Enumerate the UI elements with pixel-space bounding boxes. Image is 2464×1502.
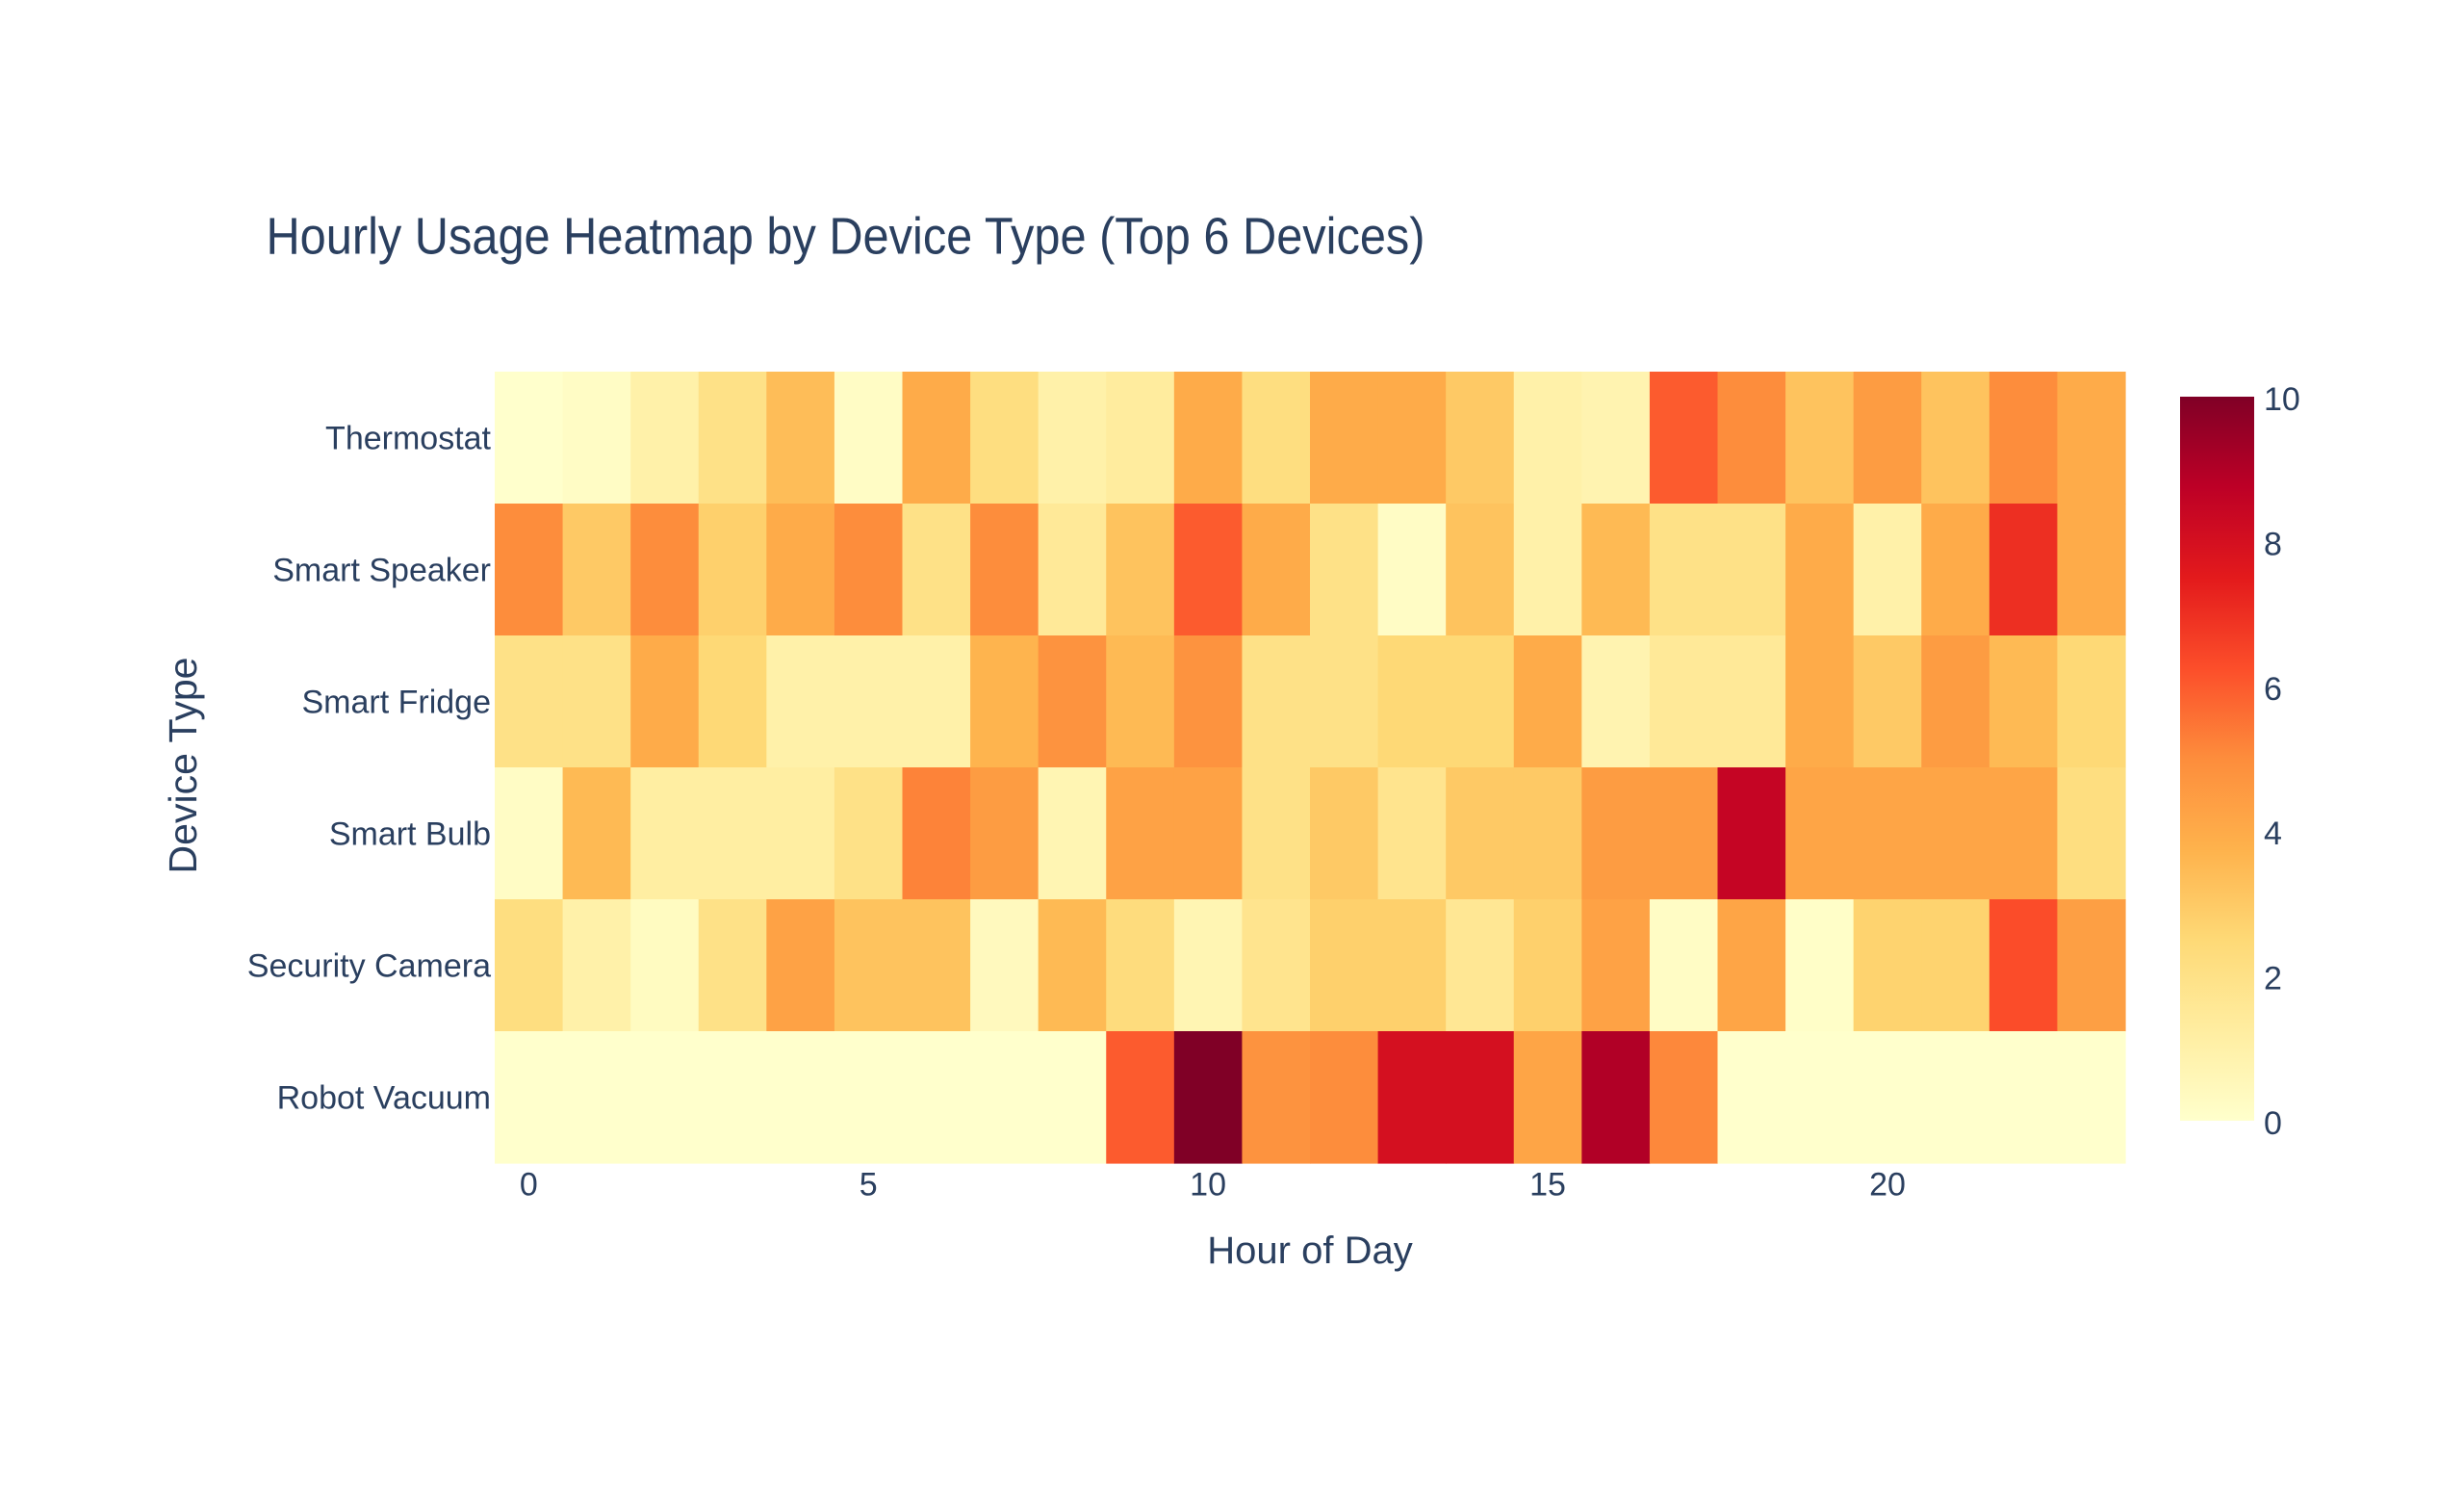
svg-text:Hourly Usage Heatmap by Device: Hourly Usage Heatmap by Device Type (Top… <box>267 208 1425 266</box>
svg-text:10: 10 <box>2264 381 2300 418</box>
svg-text:Smart Speaker: Smart Speaker <box>272 553 491 589</box>
svg-text:Hour of Day: Hour of Day <box>1207 1230 1412 1272</box>
svg-text:Smart Bulb: Smart Bulb <box>329 816 491 853</box>
svg-text:Security Camera: Security Camera <box>247 948 491 985</box>
svg-text:0: 0 <box>2264 1105 2282 1142</box>
svg-text:4: 4 <box>2264 816 2282 852</box>
svg-text:2: 2 <box>2264 961 2282 997</box>
svg-text:15: 15 <box>1529 1167 1566 1204</box>
svg-text:20: 20 <box>1869 1167 1906 1204</box>
svg-text:6: 6 <box>2264 671 2282 708</box>
svg-text:10: 10 <box>1190 1167 1226 1204</box>
svg-text:Smart Fridge: Smart Fridge <box>302 685 492 721</box>
svg-text:Thermostat: Thermostat <box>325 421 491 457</box>
svg-text:5: 5 <box>860 1167 878 1204</box>
svg-text:Device Type: Device Type <box>161 658 205 874</box>
svg-text:Robot Vacuum: Robot Vacuum <box>277 1080 491 1117</box>
svg-text:8: 8 <box>2264 526 2282 562</box>
svg-text:0: 0 <box>520 1167 538 1204</box>
